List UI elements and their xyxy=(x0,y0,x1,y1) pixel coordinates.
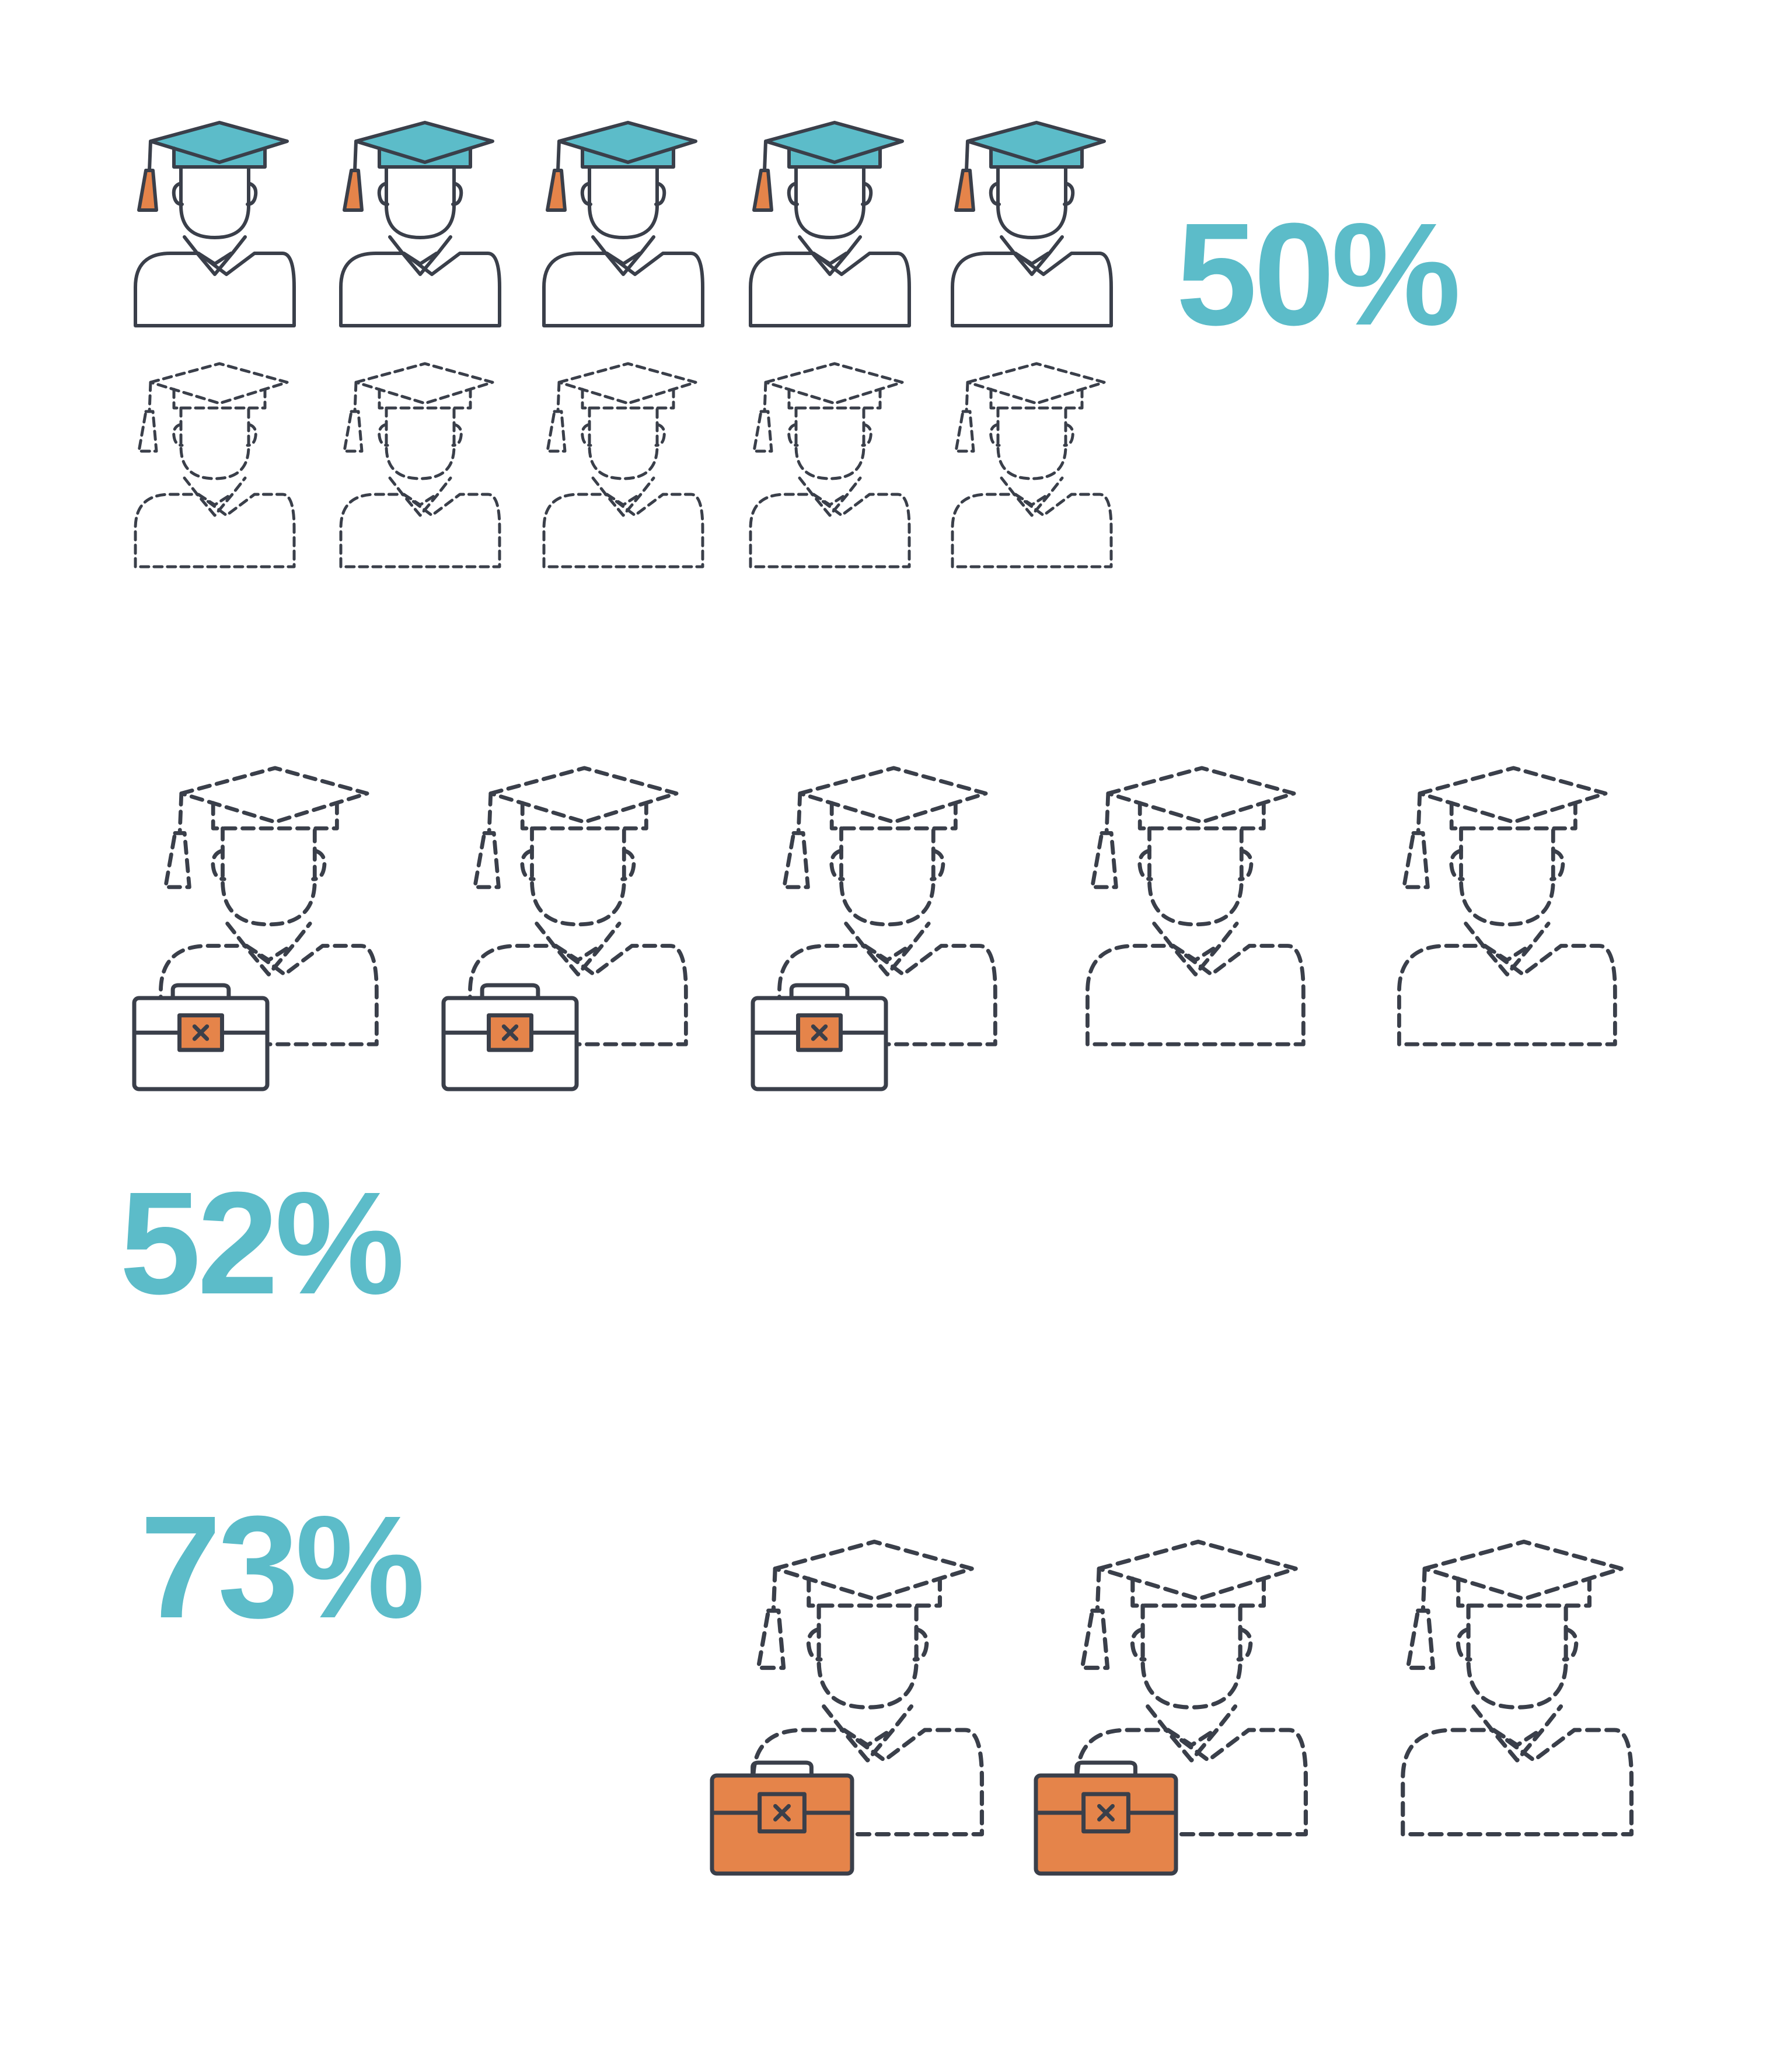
graduate-icon-outline xyxy=(749,362,911,568)
graduate-icon-outline xyxy=(134,362,296,568)
graduate-icon-outline xyxy=(339,362,501,568)
briefcase-icon xyxy=(132,983,270,1091)
percentage-label-employed: 52% xyxy=(120,1161,404,1324)
graduate-icon-highlighted xyxy=(134,121,296,327)
graduate-icon-outline xyxy=(1075,1539,1308,1837)
percentage-label-graduates: 50% xyxy=(1176,193,1461,355)
graduate-icon-outline xyxy=(751,1539,985,1837)
graduate-icon-outline xyxy=(951,362,1113,568)
employed-graduates-row xyxy=(132,766,1617,1091)
graduate-icon-outline xyxy=(1401,1539,1634,1837)
graduate-icon-highlighted xyxy=(749,121,911,327)
graduate-icon-outline xyxy=(468,766,688,1047)
graduate-icon-highlighted xyxy=(951,121,1113,327)
briefcase-icon-filled xyxy=(1034,1760,1178,1876)
briefcase-icon xyxy=(751,983,888,1091)
graduate-icon-outline xyxy=(1086,766,1306,1047)
briefcase-icon-filled xyxy=(710,1760,854,1876)
graduate-icon-highlighted xyxy=(542,121,704,327)
graduate-icon-outline xyxy=(777,766,997,1047)
graduate-icon-outline xyxy=(1397,766,1617,1047)
graduate-icon-outline xyxy=(159,766,379,1047)
employed-share-row xyxy=(710,1539,1634,1876)
graduate-icon-outline xyxy=(542,362,704,568)
percentage-label-employed-share: 73% xyxy=(140,1485,425,1648)
briefcase-icon xyxy=(441,983,579,1091)
graduate-icon-highlighted xyxy=(339,121,501,327)
graduates-grid xyxy=(134,121,1113,568)
